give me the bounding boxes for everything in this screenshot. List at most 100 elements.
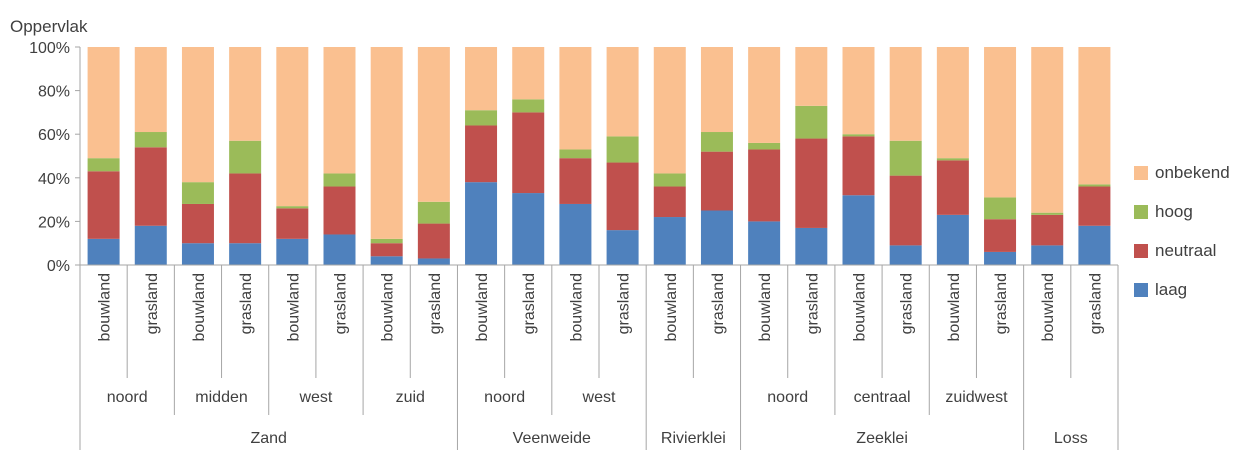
bar-segment-neutraal (181, 203, 214, 244)
bar-segment-laag (323, 234, 356, 265)
bar-segment-onbekend (700, 47, 733, 133)
bar-segment-neutraal (417, 223, 450, 259)
bar-segment-hoog (653, 173, 686, 187)
x-region-label: centraal (854, 389, 911, 406)
bar-segment-laag (936, 214, 969, 265)
bar-segment-hoog (936, 158, 969, 161)
bar-segment-laag (276, 238, 309, 265)
y-axis-title: Oppervlak (10, 17, 88, 36)
bar-segment-hoog (1078, 184, 1111, 187)
bar-segment-laag (134, 225, 167, 265)
bar-segment-hoog (559, 149, 592, 159)
bar-segment-neutraal (559, 158, 592, 204)
x-category-label: grasland (1087, 273, 1104, 334)
bar-segment-laag (370, 256, 403, 265)
x-soil-label: Rivierklei (661, 430, 726, 447)
bar-segment-laag (700, 210, 733, 265)
bar-segment-onbekend (323, 47, 356, 174)
bar-segment-hoog (417, 201, 450, 224)
bar-segment-laag (559, 203, 592, 265)
bar-segment-onbekend (559, 47, 592, 150)
x-category-label: bouwland (757, 273, 774, 342)
bar-segment-neutraal (842, 136, 875, 196)
x-category-label: bouwland (285, 273, 302, 342)
bar-segment-neutraal (653, 186, 686, 218)
y-tick-label: 80% (38, 84, 70, 101)
x-region-label: zuidwest (945, 389, 1008, 406)
x-category-label: bouwland (568, 273, 585, 342)
bar-segment-laag (606, 230, 639, 265)
x-soil-label: Loss (1054, 430, 1088, 447)
x-category-label: grasland (804, 273, 821, 334)
bar-segment-hoog (984, 197, 1017, 220)
bar-segment-onbekend (276, 47, 309, 207)
bar-segment-laag (842, 195, 875, 265)
x-region-label: noord (767, 389, 808, 406)
x-soil-label: Zand (250, 430, 286, 447)
bar-segment-onbekend (653, 47, 686, 174)
x-category-label: grasland (993, 273, 1010, 334)
bar-segment-neutraal (229, 173, 262, 244)
bar-segment-hoog (370, 238, 403, 244)
legend-swatch-hoog (1134, 205, 1148, 219)
legend-swatch-onbekend (1134, 166, 1148, 180)
legend-swatch-laag (1134, 283, 1148, 297)
x-category-label: bouwland (380, 273, 397, 342)
bar-segment-hoog (323, 173, 356, 187)
y-tick-label: 20% (38, 214, 70, 231)
x-category-label: grasland (238, 273, 255, 334)
bar-segment-laag (653, 217, 686, 265)
bar-segment-laag (417, 258, 450, 265)
bar-segment-hoog (606, 136, 639, 163)
x-category-label: grasland (144, 273, 161, 334)
bar-segment-neutraal (936, 160, 969, 215)
x-category-label: grasland (710, 273, 727, 334)
bar-segment-neutraal (795, 138, 828, 228)
bar-segment-laag (465, 182, 498, 265)
x-soil-label: Zeeklei (856, 430, 908, 447)
bar-segment-onbekend (936, 47, 969, 159)
bar-segment-hoog (276, 206, 309, 209)
x-category-label: grasland (427, 273, 444, 334)
bar-segment-laag (889, 245, 922, 265)
bar-segment-onbekend (87, 47, 120, 159)
bar-segment-onbekend (842, 47, 875, 135)
bar-segment-hoog (181, 182, 214, 204)
bar-segment-hoog (748, 142, 781, 150)
legend-label: onbekend (1155, 163, 1230, 182)
bar-segment-neutraal (889, 175, 922, 246)
bar-segment-neutraal (1078, 186, 1111, 226)
bar-segment-neutraal (700, 151, 733, 211)
x-category-label: grasland (521, 273, 538, 334)
x-region-label: west (582, 389, 616, 406)
x-category-label: grasland (616, 273, 633, 334)
x-category-label: grasland (333, 273, 350, 334)
bar-segment-onbekend (417, 47, 450, 202)
bar-segment-onbekend (1031, 47, 1064, 213)
bar-segment-hoog (889, 140, 922, 176)
bar-segment-onbekend (889, 47, 922, 141)
bar-segment-laag (1031, 245, 1064, 265)
y-tick-label: 100% (29, 40, 70, 57)
bar-segment-neutraal (606, 162, 639, 231)
bar-segment-hoog (465, 110, 498, 126)
bar-segment-onbekend (370, 47, 403, 239)
bar-segment-onbekend (229, 47, 262, 141)
bar-segment-hoog (229, 140, 262, 174)
bar-segment-onbekend (606, 47, 639, 137)
x-category-label: bouwland (97, 273, 114, 342)
x-region-label: midden (195, 389, 247, 406)
legend-swatch-neutraal (1134, 244, 1148, 258)
bar-segment-neutraal (370, 243, 403, 257)
x-soil-label: Veenweide (513, 430, 591, 447)
bar-segment-hoog (134, 132, 167, 148)
x-category-label: bouwland (663, 273, 680, 342)
bar-segment-hoog (700, 132, 733, 152)
bar-segment-neutraal (276, 208, 309, 239)
bar-segment-laag (1078, 225, 1111, 265)
x-region-label: noord (107, 389, 148, 406)
bar-segment-laag (87, 238, 120, 265)
bar-segment-neutraal (748, 149, 781, 222)
x-category-label: grasland (899, 273, 916, 334)
